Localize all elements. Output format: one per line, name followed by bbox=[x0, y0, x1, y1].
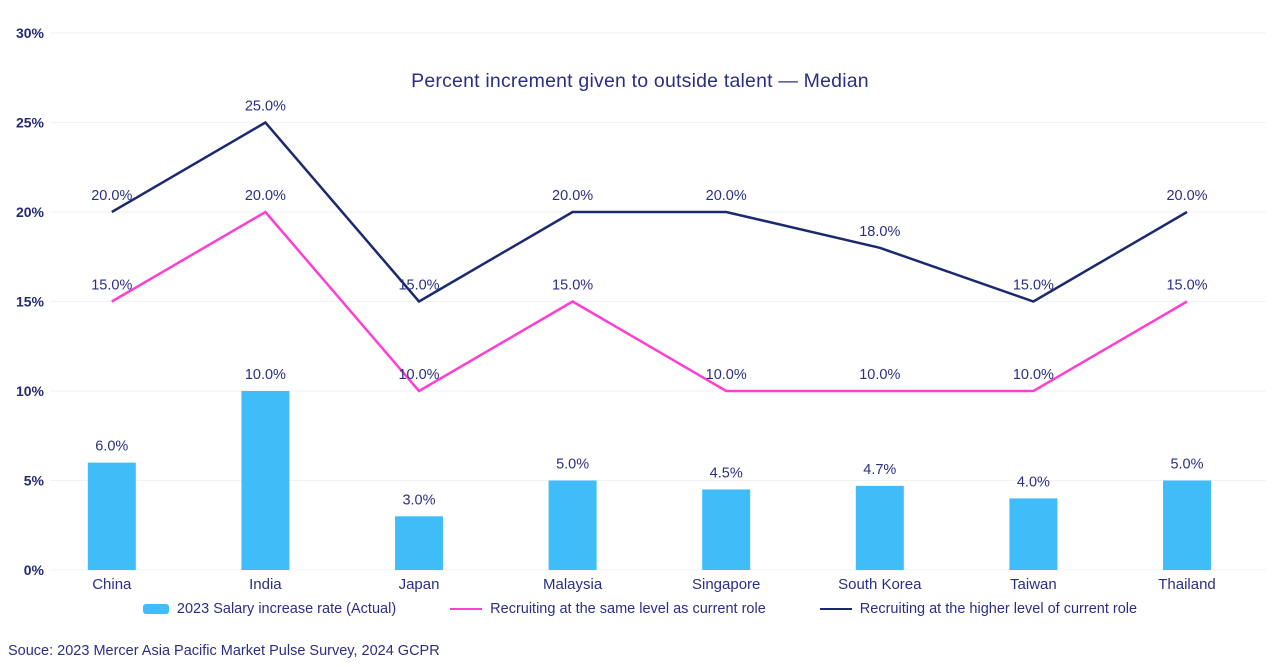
bar bbox=[87, 462, 136, 570]
legend-item-bar-series: 2023 Salary increase rate (Actual) bbox=[142, 601, 397, 617]
bar bbox=[395, 516, 443, 570]
data-label: 4.0% bbox=[1017, 474, 1050, 490]
bar bbox=[855, 485, 904, 570]
data-label: 15.0% bbox=[552, 278, 593, 294]
data-label: 25.0% bbox=[245, 99, 286, 115]
data-label: 10.0% bbox=[245, 367, 286, 383]
bar bbox=[1009, 498, 1058, 570]
data-label: 15.0% bbox=[1166, 278, 1207, 294]
data-label: 4.7% bbox=[863, 462, 896, 478]
data-label: 20.0% bbox=[706, 188, 747, 204]
legend-label-bar-series: 2023 Salary increase rate (Actual) bbox=[176, 601, 397, 617]
x-axis-label: Singapore bbox=[692, 576, 760, 593]
source-note: Souce: 2023 Mercer Asia Pacific Market P… bbox=[8, 643, 440, 659]
y-axis-tick: 25% bbox=[16, 115, 45, 131]
x-axis-label: Japan bbox=[399, 576, 440, 593]
x-axis-label: Taiwan bbox=[1010, 576, 1057, 593]
data-label: 10.0% bbox=[859, 367, 900, 383]
data-label: 15.0% bbox=[91, 278, 132, 294]
data-label: 6.0% bbox=[95, 439, 128, 455]
x-axis-label: Malaysia bbox=[543, 576, 603, 593]
bar bbox=[548, 480, 597, 570]
x-axis-label: South Korea bbox=[838, 576, 922, 593]
bar bbox=[1163, 480, 1211, 570]
data-label: 20.0% bbox=[1166, 188, 1207, 204]
y-axis-tick: 15% bbox=[16, 294, 45, 310]
data-label: 10.0% bbox=[398, 367, 439, 383]
data-label: 15.0% bbox=[398, 278, 439, 294]
legend-label-same-level-line: Recruiting at the same level as current … bbox=[490, 601, 766, 617]
data-label: 20.0% bbox=[91, 188, 132, 204]
y-axis-tick: 10% bbox=[16, 383, 45, 399]
chart-plot: 0% 5% 10% 15% 20% 25% 30% 6.0% 10.0% 3.0% 5.0% 4.5%… bbox=[16, 25, 1266, 593]
data-label: 20.0% bbox=[552, 188, 593, 204]
y-axis-tick: 30% bbox=[16, 25, 45, 41]
data-label: 5.0% bbox=[556, 457, 589, 473]
data-label: 4.5% bbox=[710, 465, 743, 481]
data-label: 10.0% bbox=[706, 367, 747, 383]
legend-item-higher-level-line: Recruiting at the higher level of curren… bbox=[819, 601, 1138, 617]
data-label: 5.0% bbox=[1170, 457, 1203, 473]
chart-title: Percent increment given to outside talen… bbox=[411, 70, 869, 92]
line-series-0 bbox=[111, 210, 1188, 393]
legend-swatch-bar bbox=[142, 604, 169, 614]
x-axis-label: India bbox=[249, 576, 282, 593]
y-axis-tick: 0% bbox=[24, 562, 45, 578]
legend-swatch-higher-level-line bbox=[819, 608, 852, 610]
data-label: 10.0% bbox=[1013, 367, 1054, 383]
x-axis-label: Thailand bbox=[1158, 576, 1216, 593]
y-axis-tick: 5% bbox=[24, 473, 45, 489]
x-axis-label: China bbox=[92, 576, 132, 593]
data-label: 3.0% bbox=[402, 492, 435, 508]
chart-legend: 2023 Salary increase rate (Actual) Recru… bbox=[0, 601, 1280, 617]
legend-swatch-same-level-line bbox=[450, 608, 483, 610]
bar bbox=[702, 489, 751, 570]
data-label: 15.0% bbox=[1013, 278, 1054, 294]
line-series-1 bbox=[111, 120, 1188, 304]
legend-item-same-level-line: Recruiting at the same level as current … bbox=[450, 601, 766, 617]
y-axis-tick: 20% bbox=[16, 204, 45, 220]
data-label: 20.0% bbox=[245, 188, 286, 204]
bar bbox=[241, 391, 290, 570]
data-label: 18.0% bbox=[859, 224, 900, 240]
legend-label-higher-level-line: Recruiting at the higher level of curren… bbox=[859, 601, 1138, 617]
